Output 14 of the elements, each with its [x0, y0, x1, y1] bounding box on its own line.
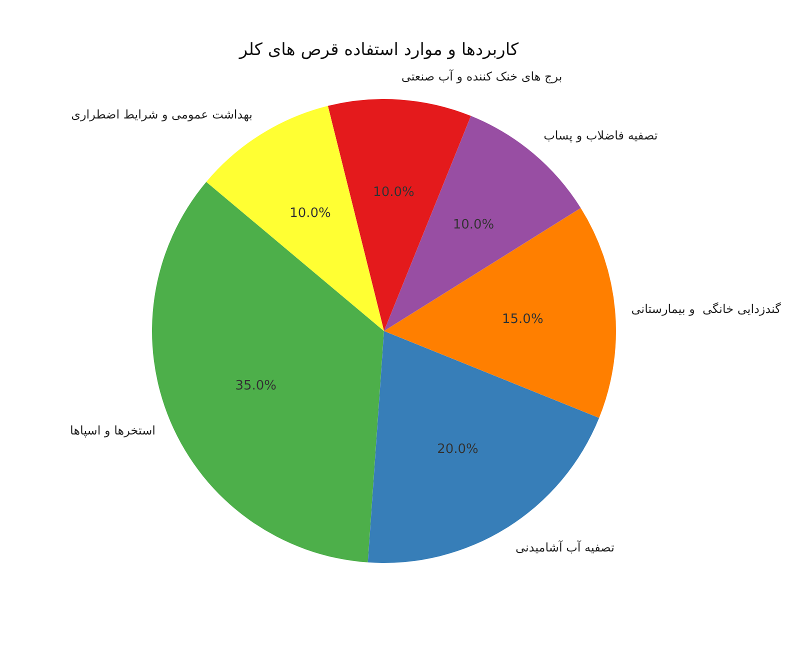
- slice-label: بهداشت عمومی و شرایط اضطراری: [71, 108, 252, 122]
- pie-slice: [384, 208, 616, 418]
- chart-title: کاربردها و موارد استفاده قرص های کلر: [238, 40, 520, 60]
- data-label: 10.0%: [452, 216, 494, 232]
- slice-label: تصفیه فاضلاب و پساب: [544, 128, 658, 143]
- slice-label: گندزدایی خانگی و بیمارستانی: [631, 302, 782, 316]
- data-label: 10.0%: [290, 205, 331, 220]
- data-label: 10.0%: [373, 184, 414, 200]
- data-label: 20.0%: [437, 442, 478, 457]
- slice-label: استخرها و اسپاها: [70, 424, 156, 438]
- data-label: 35.0%: [235, 378, 277, 393]
- slice-label: برج های خنک کننده و آب صنعتی: [401, 68, 562, 84]
- data-label: 15.0%: [502, 311, 544, 326]
- slice-label: تصفیه آب آشامیدنی: [516, 539, 614, 554]
